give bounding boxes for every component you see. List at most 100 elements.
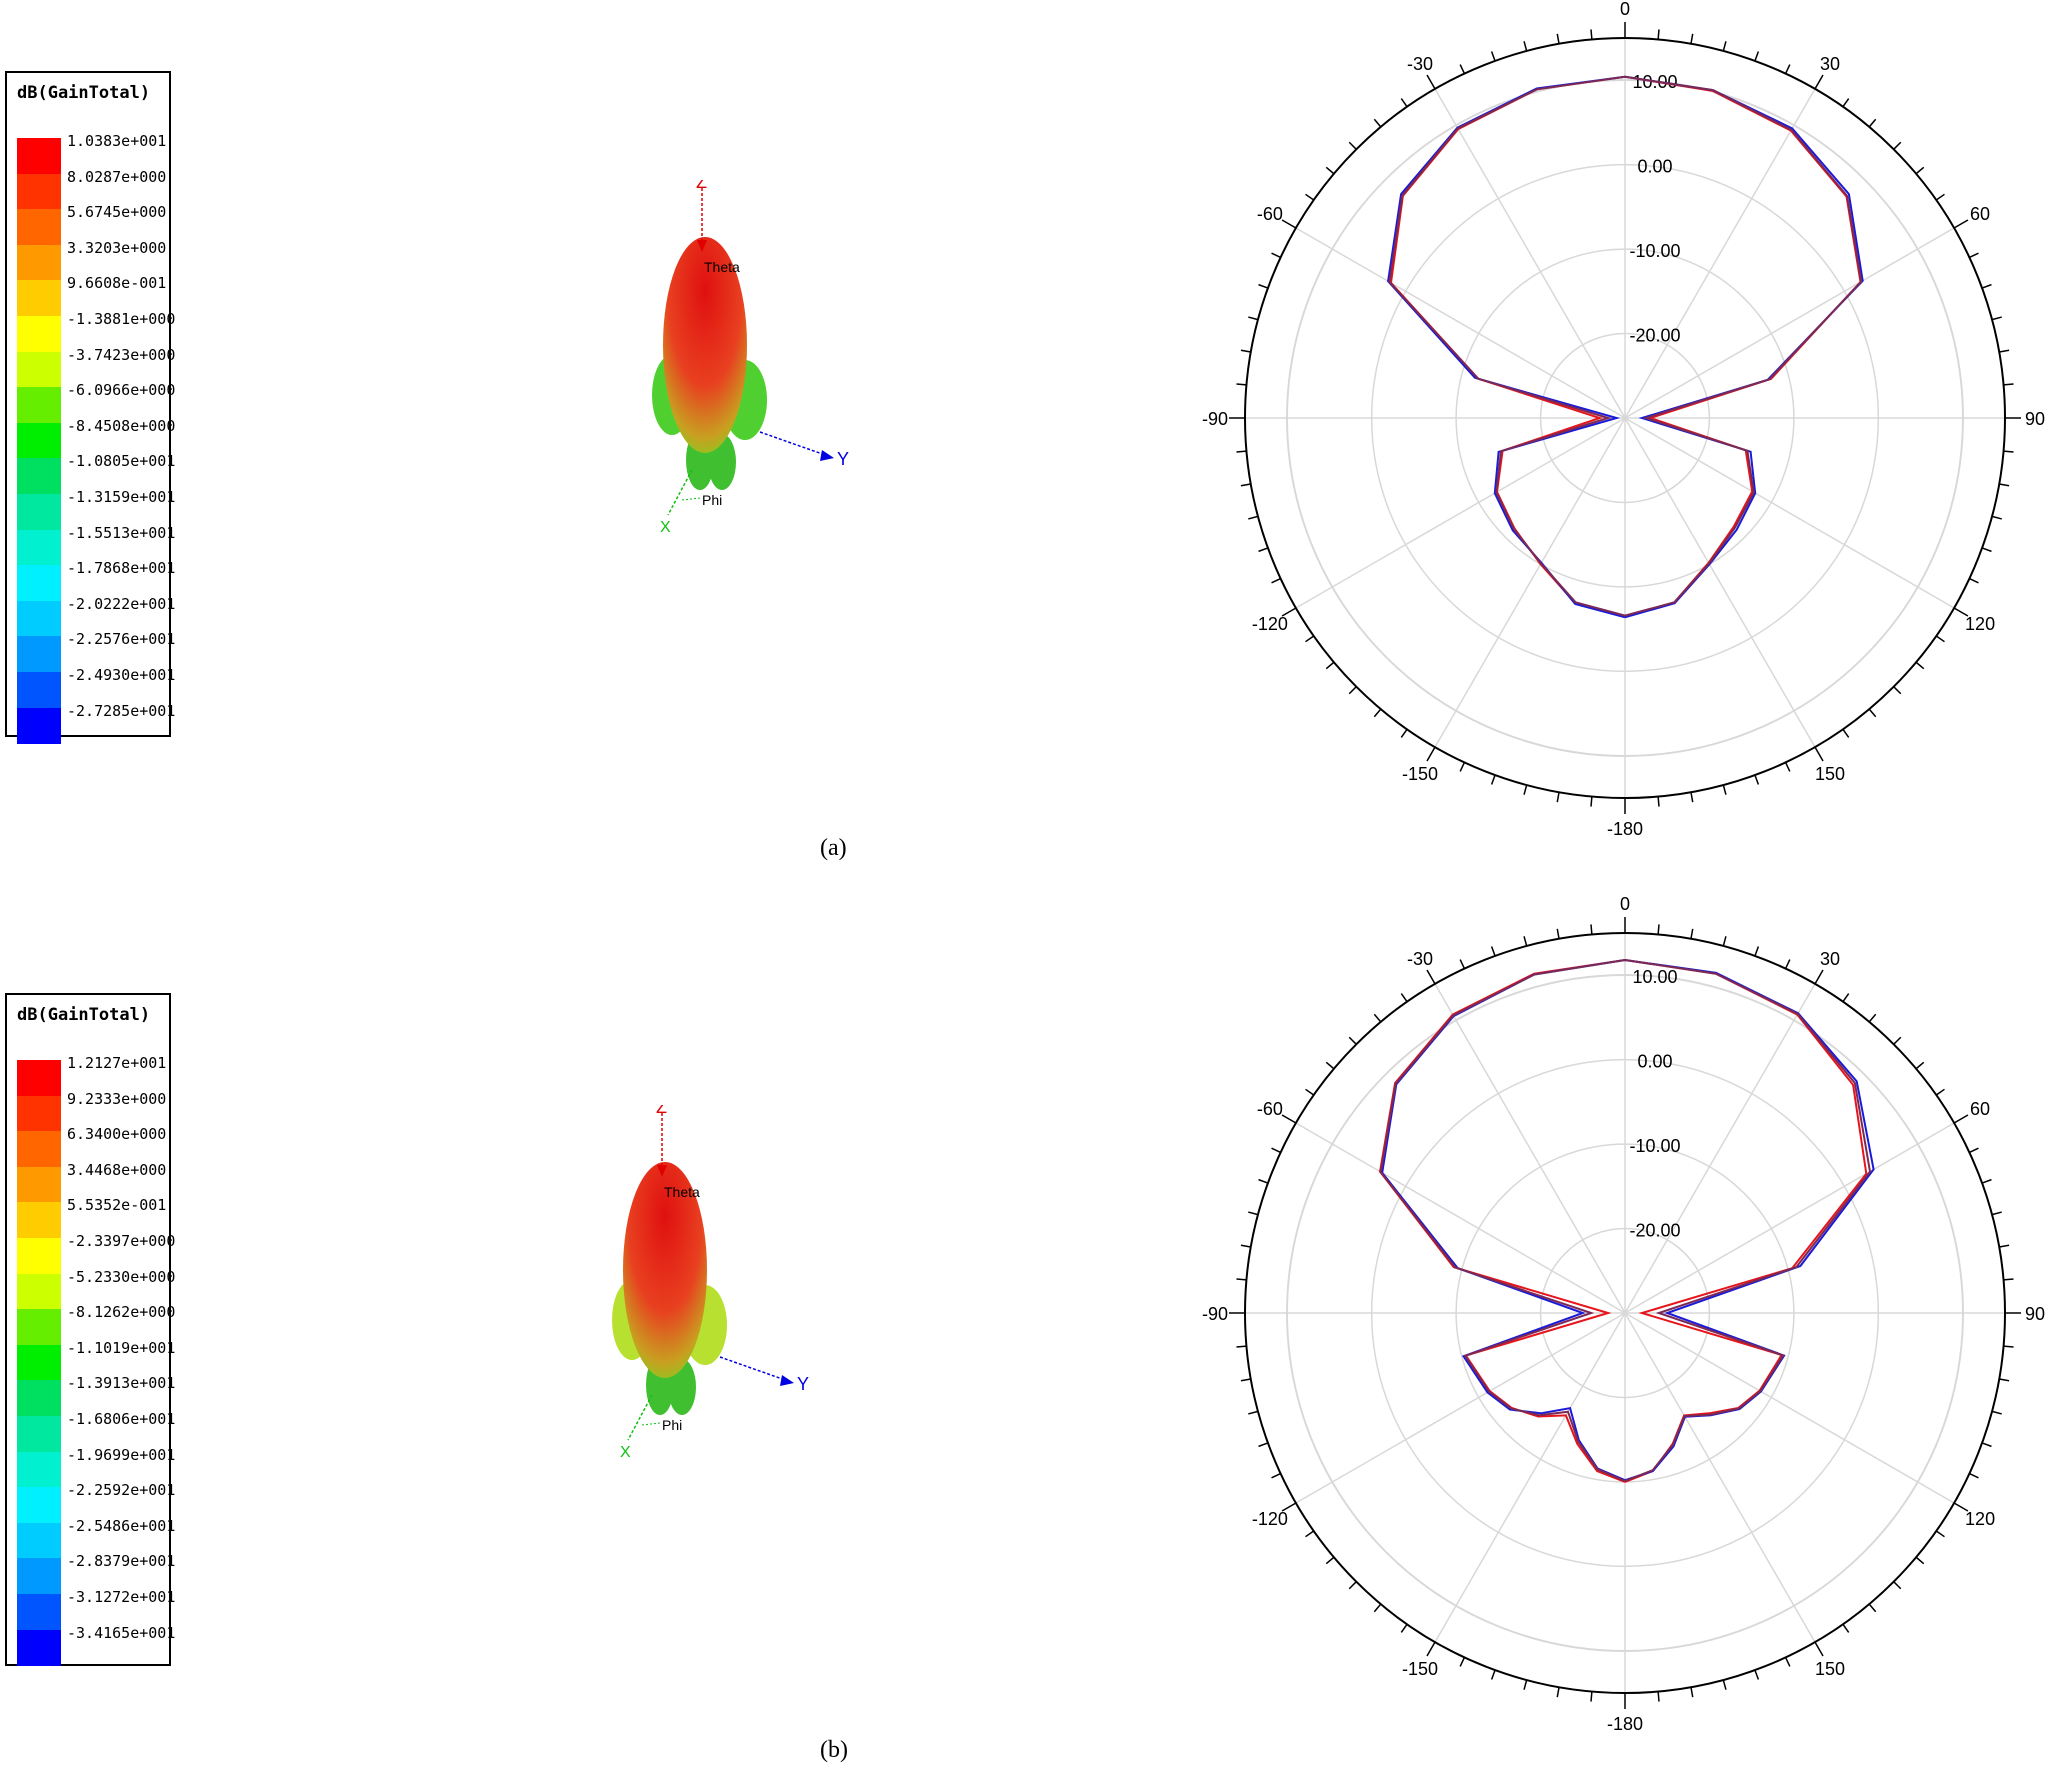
angle-tick-label: 60 bbox=[1970, 204, 1990, 224]
legend-swatch bbox=[17, 1309, 61, 1346]
grid-spoke bbox=[1434, 1312, 1626, 1643]
angle-tick bbox=[1868, 1603, 1877, 1613]
legend-value: 8.0287e+000 bbox=[67, 167, 167, 186]
angle-tick bbox=[2003, 450, 2014, 453]
gain-series-line bbox=[1378, 958, 1868, 1483]
legend-swatch bbox=[17, 529, 61, 566]
phi-arc bbox=[641, 1422, 661, 1426]
angle-tick-label: -120 bbox=[1252, 614, 1288, 634]
angle-tick bbox=[1373, 118, 1382, 128]
grid-spoke bbox=[1624, 417, 1816, 748]
angle-tick bbox=[1373, 708, 1382, 718]
angle-tick bbox=[1991, 515, 2002, 520]
angle-tick bbox=[1281, 607, 1297, 617]
legend-swatch bbox=[17, 1451, 61, 1488]
angle-tick bbox=[1271, 1472, 1281, 1479]
gain-series-line bbox=[1381, 958, 1875, 1482]
angle-tick bbox=[1969, 577, 1979, 584]
radiation-pattern-3d: Z Theta Y X Phi bbox=[652, 180, 849, 536]
legend-swatch bbox=[17, 1380, 61, 1417]
angle-tick bbox=[1657, 924, 1660, 935]
z-axis-label: Z bbox=[696, 180, 707, 192]
angle-tick bbox=[1240, 1378, 1251, 1382]
angle-tick-label: -180 bbox=[1607, 1714, 1643, 1734]
gain-series-line bbox=[1379, 958, 1872, 1482]
legend-entry: 1.2127e+001 bbox=[17, 1054, 167, 1096]
angle-tick-label: 120 bbox=[1965, 1509, 1995, 1529]
angle-tick bbox=[1999, 349, 2010, 353]
angle-tick bbox=[1426, 1641, 1436, 1657]
angle-tick bbox=[1523, 936, 1528, 947]
caption: (a) bbox=[820, 835, 847, 861]
main-lobe bbox=[623, 1162, 707, 1378]
angle-tick bbox=[1893, 141, 1902, 150]
angle-tick bbox=[1722, 1679, 1727, 1690]
y-axis-label: Y bbox=[797, 1374, 809, 1394]
legend-value: -3.7423e+000 bbox=[67, 345, 176, 364]
angle-tick bbox=[1784, 1657, 1791, 1667]
angle-tick bbox=[1258, 1442, 1269, 1448]
angle-tick-label: 60 bbox=[1970, 1099, 1990, 1119]
angle-tick-label: -60 bbox=[1257, 1099, 1283, 1119]
legend-swatch bbox=[17, 458, 61, 495]
angle-tick bbox=[1590, 924, 1593, 935]
angle-tick bbox=[1258, 1178, 1269, 1184]
legend-swatch bbox=[17, 707, 61, 744]
angle-tick-label: 90 bbox=[2025, 409, 2045, 429]
radial-tick-label: -20.00 bbox=[1629, 1221, 1680, 1241]
legend-entry: -2.2576e+001 bbox=[17, 630, 175, 673]
y-axis-label: Y bbox=[837, 449, 849, 469]
angle-tick-label: 90 bbox=[2025, 1304, 2045, 1324]
angle-tick bbox=[1523, 41, 1528, 52]
color-legend: dB(GainTotal) 1.0383e+001 8.0287e+000 5.67… bbox=[5, 71, 175, 744]
legend-entry: -2.2592e+001 bbox=[17, 1481, 175, 1524]
angle-tick bbox=[1236, 450, 1247, 453]
legend-swatch bbox=[17, 565, 61, 602]
phi-label: Phi bbox=[662, 1417, 682, 1433]
angle-tick bbox=[1657, 796, 1660, 807]
angle-tick bbox=[1814, 969, 1824, 985]
angle-tick bbox=[1236, 1345, 1247, 1348]
color-legend: dB(GainTotal) 1.2127e+001 9.2333e+000 6.34… bbox=[5, 993, 175, 1666]
legend-value: -3.1272e+001 bbox=[67, 1588, 176, 1606]
angle-tick bbox=[1400, 993, 1408, 1003]
angle-tick bbox=[1325, 1061, 1335, 1070]
legend-entry: 3.3203e+000 bbox=[17, 239, 167, 281]
angle-tick bbox=[1459, 64, 1466, 74]
legend-entry: -2.5486e+001 bbox=[17, 1517, 175, 1559]
legend-entry: -3.1272e+001 bbox=[17, 1588, 175, 1630]
angle-tick bbox=[1240, 483, 1251, 487]
angle-tick-label: 0 bbox=[1620, 895, 1630, 914]
legend-value: 5.5352e-001 bbox=[67, 1196, 167, 1215]
angle-tick bbox=[1999, 1378, 2010, 1382]
angle-tick bbox=[1459, 762, 1466, 772]
y-arrow-icon bbox=[780, 1375, 794, 1386]
legend-entry: -8.4508e+000 bbox=[17, 417, 175, 459]
y-arrow-icon bbox=[820, 450, 834, 461]
angle-tick bbox=[1373, 1013, 1382, 1023]
x-axis bbox=[667, 469, 693, 516]
grid-spoke bbox=[1624, 1122, 1955, 1314]
angle-tick bbox=[1981, 283, 1992, 289]
angle-tick bbox=[1400, 728, 1408, 738]
legend-swatch bbox=[17, 280, 61, 317]
legend-swatch bbox=[17, 1060, 61, 1096]
radial-tick-label: 0.00 bbox=[1637, 157, 1672, 177]
angle-tick bbox=[1490, 51, 1496, 62]
angle-tick-label: -90 bbox=[1202, 409, 1228, 429]
angle-tick bbox=[1784, 64, 1791, 74]
polar-plot: 0306090120150-180-150-120-90-60-3010.000… bbox=[1202, 0, 2045, 839]
legend-value: -2.4930e+001 bbox=[67, 666, 176, 684]
angle-tick bbox=[1348, 141, 1357, 150]
angle-tick bbox=[1459, 959, 1466, 969]
angle-tick-label: 0 bbox=[1620, 0, 1630, 19]
radiation-pattern-3d: Z Theta Y X Phi bbox=[612, 1105, 809, 1461]
angle-tick bbox=[1784, 959, 1791, 969]
angle-tick-label: -120 bbox=[1252, 1509, 1288, 1529]
legend-entry: -1.1019e+001 bbox=[17, 1339, 175, 1381]
legend-swatch bbox=[17, 422, 61, 459]
angle-tick bbox=[1240, 349, 1251, 353]
angle-tick bbox=[1915, 1061, 1925, 1070]
angle-tick bbox=[2003, 1345, 2014, 1348]
grid-spoke bbox=[1295, 417, 1626, 609]
